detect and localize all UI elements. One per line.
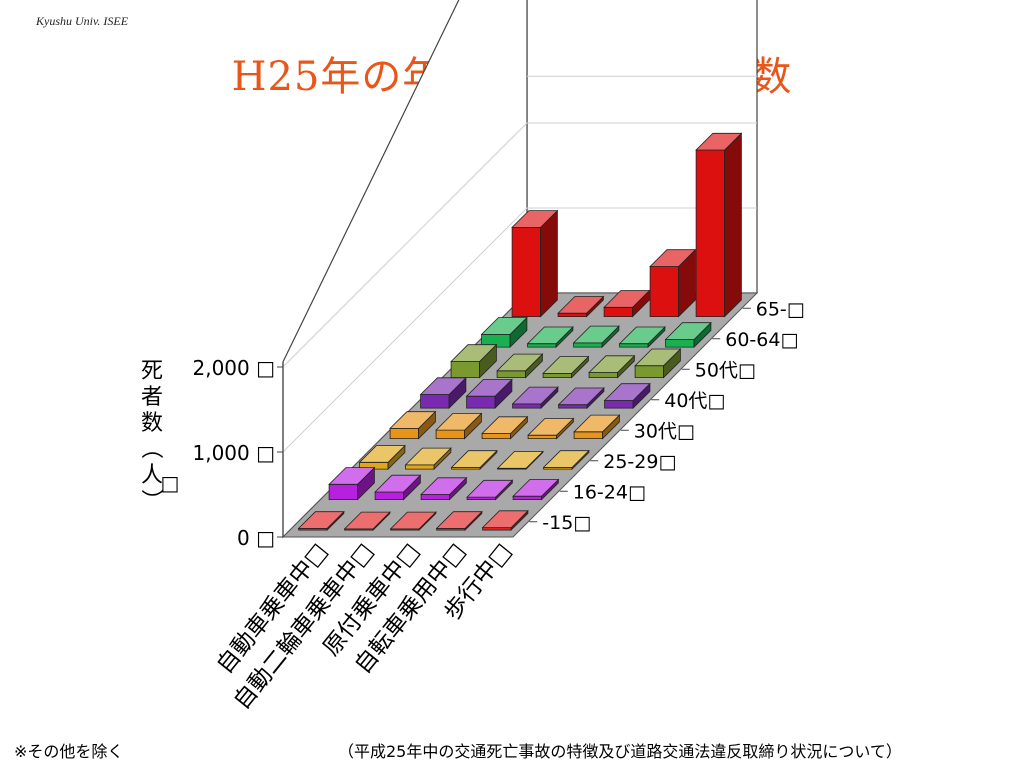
bar-4-4 <box>603 382 651 410</box>
series-label: 65-□ <box>756 298 805 320</box>
x-axis-labels: 自動車乗車中□自動二輪車乗車中□原付乗車中□自転車乗用中□歩行中□ <box>212 538 517 714</box>
bar-7-4 <box>695 132 743 318</box>
bar-7-1 <box>557 295 605 318</box>
bar-3-2 <box>481 415 529 440</box>
svg-text:者: 者 <box>141 385 163 410</box>
bar-4-0 <box>419 376 467 410</box>
bar-0-2 <box>389 511 437 532</box>
svg-text:□: □ <box>161 471 180 495</box>
y-tick-label: 0 □ <box>237 526 275 550</box>
footnote-exclusion: ※その他を除く <box>14 742 124 761</box>
bar-2-4 <box>542 449 590 471</box>
series-label: 40代□ <box>664 390 725 412</box>
bar-3-1 <box>435 412 483 440</box>
bar-3-4 <box>573 414 621 440</box>
bar-1-3 <box>466 479 514 501</box>
bar-0-3 <box>435 510 483 532</box>
svg-text:）: ） <box>138 489 163 511</box>
y-axis-label: 死者数（ 人）□ <box>138 359 179 511</box>
bar-6-0 <box>480 316 528 349</box>
bar-5-3 <box>588 354 636 379</box>
series-label: -15□ <box>542 512 591 534</box>
bar-0-4 <box>481 509 529 532</box>
bar-5-2 <box>542 355 590 379</box>
svg-text:死: 死 <box>141 359 163 384</box>
bar-2-2 <box>450 449 498 471</box>
series-label: 25-29□ <box>603 451 676 473</box>
bar-1-4 <box>512 478 560 501</box>
y-tick-label: 2,000 □ <box>192 356 275 380</box>
bar-2-3 <box>496 450 544 471</box>
bar-2-1 <box>404 447 452 471</box>
header-org: Kyushu Univ. ISEE <box>36 14 129 28</box>
bar-7-2 <box>603 289 651 318</box>
series-label: 16-24□ <box>573 481 646 503</box>
footnote-source: （平成25年中の交通死亡事故の特徴及び道路交通法違反取締り状況について） <box>338 742 902 761</box>
svg-text:（: （ <box>138 437 163 459</box>
chart-gridlines <box>282 75 757 453</box>
series-label: 60-64□ <box>725 329 798 351</box>
bar-1-2 <box>420 476 468 501</box>
bar-0-0 <box>297 510 345 532</box>
y-axis: 0 □ 1,000 □ 2,000 □ 死者数（ 人）□ <box>138 356 284 550</box>
series-label: 30代□ <box>634 420 695 442</box>
bar-6-4 <box>664 321 712 349</box>
svg-text:人: 人 <box>141 463 163 488</box>
bar-0-1 <box>343 511 391 532</box>
bar-7-3 <box>649 248 697 318</box>
bar-7-0 <box>511 209 559 318</box>
y-tick-label: 1,000 □ <box>192 441 275 465</box>
bar-6-3 <box>618 326 666 349</box>
bar-6-1 <box>526 326 574 349</box>
svg-text:数: 数 <box>141 411 163 436</box>
bar-1-0 <box>328 466 376 501</box>
gridline <box>282 207 757 453</box>
series-labels: -15□ 16-24□ 25-29□ 30代□ 40代□ 50代□ 60-64□ 65-□ <box>529 298 805 534</box>
bar-4-2 <box>511 386 559 410</box>
series-label: 50代□ <box>695 359 756 381</box>
bar-4-1 <box>465 378 513 410</box>
bar-4-3 <box>557 387 605 410</box>
gridline <box>282 122 757 368</box>
bar-5-0 <box>450 343 498 379</box>
bar-6-2 <box>572 325 620 349</box>
bar-3-3 <box>527 417 575 440</box>
bar-5-1 <box>496 353 544 379</box>
bar-3-0 <box>389 410 437 440</box>
bar-1-1 <box>374 474 422 501</box>
chart-bars <box>297 132 743 532</box>
bar-5-4 <box>634 348 682 379</box>
